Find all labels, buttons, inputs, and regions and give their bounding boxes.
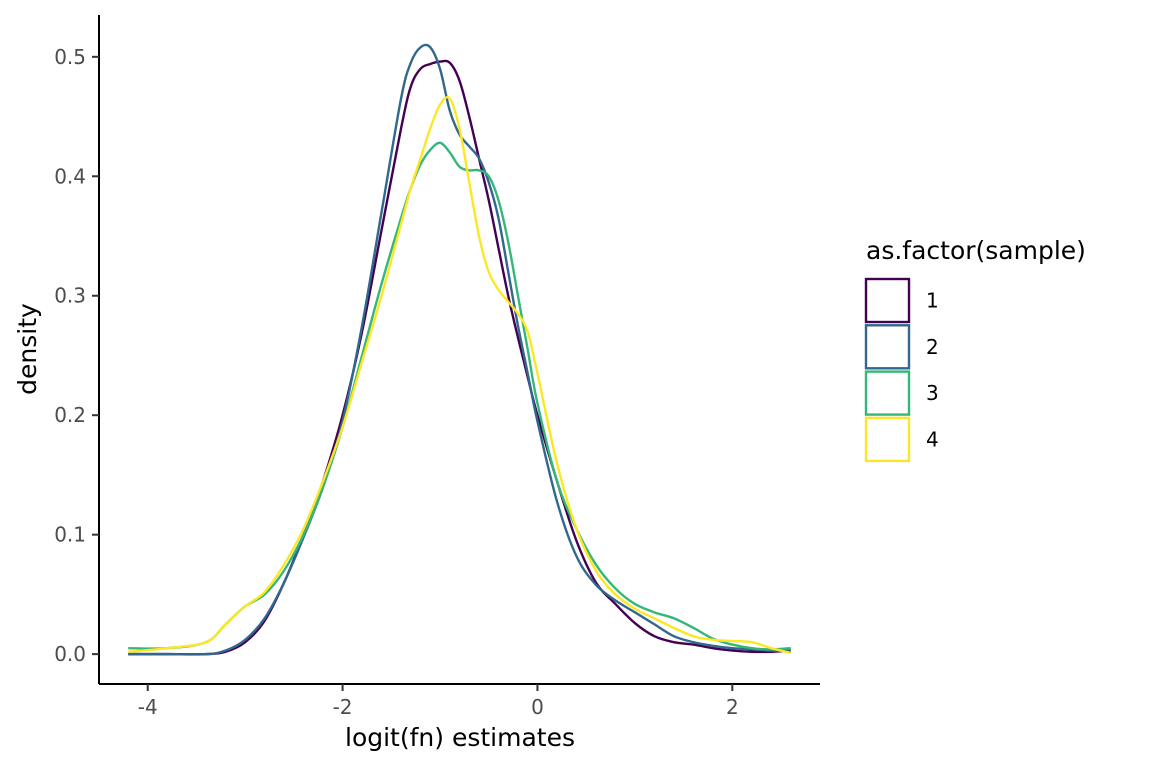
- y-axis-ticks: 0.0 0.1 0.2 0.3 0.4 0.5: [54, 45, 99, 666]
- density-line-sample-2: [128, 43, 791, 656]
- y-tick-label: 0.3: [54, 284, 86, 308]
- density-line-sample-3: [128, 141, 791, 651]
- density-line-sample-1: [128, 59, 791, 656]
- y-tick-label: 0.1: [54, 523, 86, 547]
- legend-label: 4: [926, 427, 939, 451]
- y-tick-label: 0.4: [54, 164, 86, 188]
- y-tick-label: 0.5: [54, 45, 86, 69]
- y-tick-label: 0.2: [54, 403, 86, 427]
- legend-key-4: [864, 416, 911, 463]
- x-axis-title: logit(fn) estimates: [345, 723, 575, 752]
- x-tick-label: 0: [531, 695, 544, 719]
- x-tick-label: -4: [138, 695, 158, 719]
- legend-key-1: [864, 277, 911, 324]
- y-tick-label: 0.0: [54, 642, 86, 666]
- legend-items: 1 2 3 4: [864, 277, 939, 463]
- density-line-sample-4: [128, 96, 792, 655]
- legend-label: 3: [926, 381, 939, 405]
- legend-key-3: [864, 370, 911, 416]
- density-curves: [128, 43, 792, 656]
- x-tick-label: -2: [333, 695, 353, 719]
- legend: as.factor(sample) 1 2 3 4: [864, 236, 1086, 463]
- legend-title: as.factor(sample): [866, 236, 1086, 265]
- legend-label: 1: [926, 289, 939, 313]
- legend-label: 2: [926, 335, 939, 359]
- x-tick-label: 2: [726, 695, 739, 719]
- y-axis-title: density: [13, 303, 42, 395]
- legend-key-2: [864, 324, 911, 370]
- x-axis-ticks: -4 -2 0 2: [138, 684, 739, 719]
